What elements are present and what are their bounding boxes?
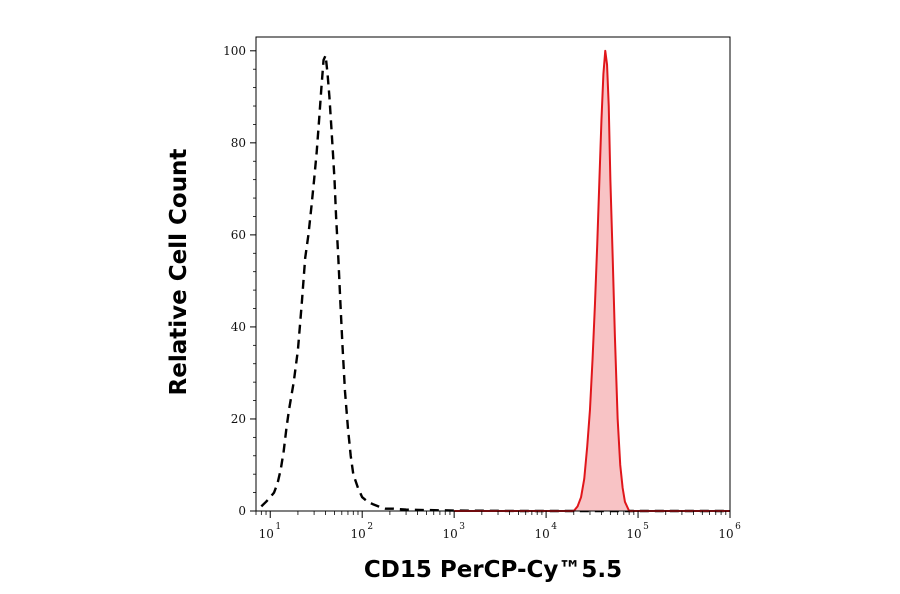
y-tick-label: 40 (231, 320, 246, 334)
y-tick-label: 0 (238, 504, 246, 518)
x-axis-title: CD15 PerCP-Cy™5.5 (364, 557, 622, 583)
y-axis-title: Relative Cell Count (166, 149, 192, 396)
x-tick-label: 10 (626, 527, 641, 541)
x-tick-exponent: 3 (459, 522, 465, 532)
x-tick-label: 10 (351, 527, 366, 541)
plot-frame (255, 36, 731, 512)
x-tick-label: 10 (534, 527, 549, 541)
x-tick-exponent: 6 (735, 522, 741, 532)
x-tick-exponent: 2 (367, 522, 373, 532)
x-tick-exponent: 1 (275, 522, 281, 532)
y-tick-label: 80 (231, 136, 246, 150)
y-tick-label: 20 (231, 412, 246, 426)
x-tick-label: 10 (443, 527, 458, 541)
series-line-0 (260, 54, 730, 513)
series-fill-1 (454, 50, 730, 512)
x-tick-label: 10 (718, 527, 733, 541)
series-line-1 (454, 49, 730, 512)
y-axis: 0 20 40 60 80 100 (223, 44, 256, 518)
plot-area (260, 49, 730, 513)
x-tick-label: 10 (259, 527, 274, 541)
y-tick-label: 100 (223, 44, 246, 58)
x-tick-exponent: 4 (551, 522, 557, 532)
y-tick-label: 60 (231, 228, 246, 242)
x-tick-exponent: 5 (643, 522, 649, 532)
x-axis: 10 1 10 2 10 3 10 4 10 5 10 6 (255, 511, 741, 541)
